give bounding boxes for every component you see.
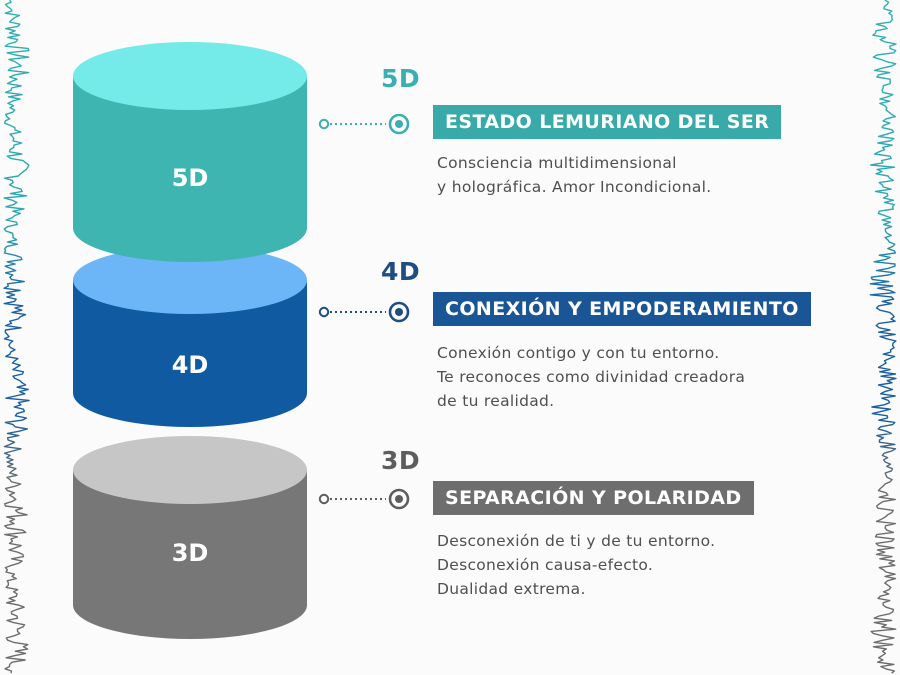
level-5d-description-line: y holográfica. Amor Incondicional. (437, 178, 712, 196)
cylinder-4d-top (73, 246, 307, 314)
cylinder-5d-label: 5D (172, 164, 209, 192)
level-4d-description-line: Te reconoces como divinidad creadora (437, 368, 746, 386)
level-3d-title-banner: SEPARACIÓN Y POLARIDAD (433, 481, 754, 515)
cylinder-stack: 3D 4D 5D (73, 42, 307, 639)
cylinder-4d: 4D (73, 246, 307, 427)
level-5d-title-banner: ESTADO LEMURIANO DEL SER (433, 105, 782, 139)
level-3d-description-line: Dualidad extrema. (437, 580, 586, 598)
level-5d-number: 5D (381, 64, 421, 93)
cylinder-4d-label: 4D (172, 351, 209, 379)
level-4d-description-line: Conexión contigo y con tu entorno. (437, 344, 720, 362)
level-3d-description-line: Desconexión causa-efecto. (437, 556, 654, 574)
right-soundwave-decoration (869, 0, 897, 674)
left-soundwave-decoration (3, 0, 30, 674)
cylinder-5d-top (73, 42, 307, 110)
cylinder-3d-top (73, 436, 307, 504)
level-3d-number: 3D (381, 446, 421, 475)
level-3d-description: Desconexión de ti y de tu entorno. Desco… (437, 529, 715, 601)
level-3d-description-line: Desconexión de ti y de tu entorno. (437, 532, 716, 550)
level-5d-description-line: Consciencia multidimensional (437, 154, 677, 172)
level-5d-description: Consciencia multidimensional y holográfi… (437, 151, 711, 199)
cylinder-5d: 5D (73, 42, 307, 262)
level-4d-description: Conexión contigo y con tu entorno. Te re… (437, 341, 745, 413)
cylinder-3d-body (73, 470, 307, 639)
level-3d-connector (318, 488, 410, 510)
level-4d-number: 4D (381, 257, 421, 286)
level-4d-title-banner: CONEXIÓN Y EMPODERAMIENTO (433, 292, 811, 326)
level-4d-description-line: de tu realidad. (437, 392, 555, 410)
cylinder-4d-body (73, 280, 307, 427)
cylinder-5d-body (73, 76, 307, 262)
level-5d-connector (318, 113, 410, 135)
level-4d-connector (318, 301, 410, 323)
cylinder-3d-label: 3D (172, 539, 209, 567)
cylinder-3d: 3D (73, 436, 307, 639)
